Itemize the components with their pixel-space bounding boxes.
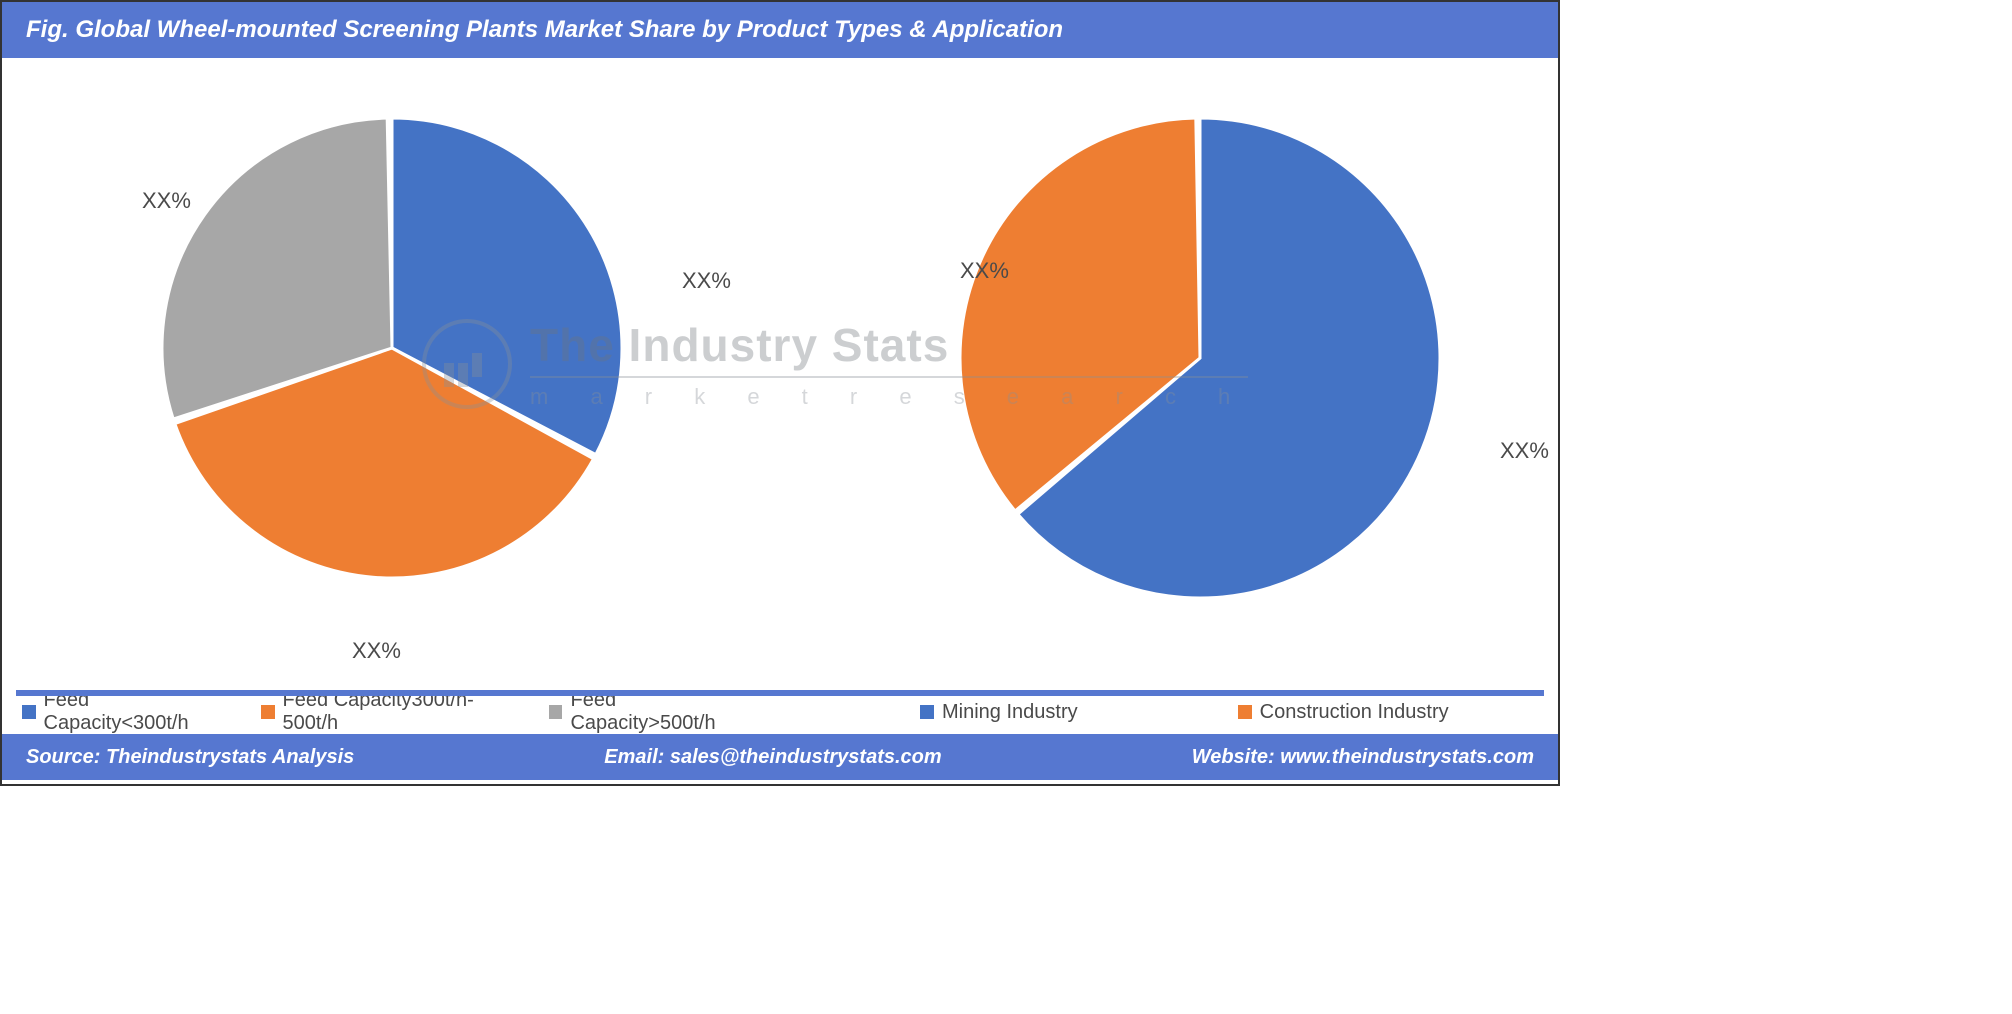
legend-item: Mining Industry bbox=[920, 701, 1078, 724]
legend-item: Construction Industry bbox=[1238, 701, 1449, 724]
slice-label: XX% bbox=[960, 258, 1009, 284]
slice-label: XX% bbox=[682, 268, 731, 294]
slice-label: XX% bbox=[1500, 438, 1549, 464]
pie-right bbox=[960, 118, 1440, 598]
chart-right-panel: XX% XX% bbox=[780, 58, 1558, 690]
pie-right-wrap: XX%XX% bbox=[960, 118, 1440, 598]
chart-left-panel: XX% XX% XX% bbox=[2, 58, 780, 690]
legend-swatch bbox=[261, 705, 275, 719]
pie-left bbox=[162, 118, 622, 578]
pie-left-wrap: XX%XX%XX% bbox=[162, 118, 622, 578]
footer-website: Website: www.theindustrystats.com bbox=[1192, 746, 1534, 769]
charts-area: XX%XX%XX% XX%XX% The Industry Stats m a … bbox=[2, 58, 1558, 690]
footer-email: Email: sales@theindustrystats.com bbox=[604, 746, 941, 769]
legend-right: Mining Industry Construction Industry bbox=[780, 701, 1558, 724]
legend-text: Construction Industry bbox=[1260, 701, 1449, 724]
legend-swatch bbox=[22, 705, 36, 719]
legend-swatch bbox=[549, 705, 563, 719]
slice-label: XX% bbox=[142, 188, 191, 214]
figure-title: Fig. Global Wheel-mounted Screening Plan… bbox=[26, 16, 1063, 44]
legend-swatch bbox=[1238, 705, 1252, 719]
footer-source: Source: Theindustrystats Analysis bbox=[26, 746, 354, 769]
legend-swatch bbox=[920, 705, 934, 719]
title-bar: Fig. Global Wheel-mounted Screening Plan… bbox=[2, 2, 1558, 58]
legend-text: Mining Industry bbox=[942, 701, 1078, 724]
legend-row: Feed Capacity<300t/hFeed Capacity300t/h-… bbox=[2, 690, 1558, 734]
section-divider bbox=[16, 690, 1544, 696]
slice-label: XX% bbox=[352, 638, 401, 664]
footer-bar: Source: Theindustrystats Analysis Email:… bbox=[2, 734, 1558, 780]
